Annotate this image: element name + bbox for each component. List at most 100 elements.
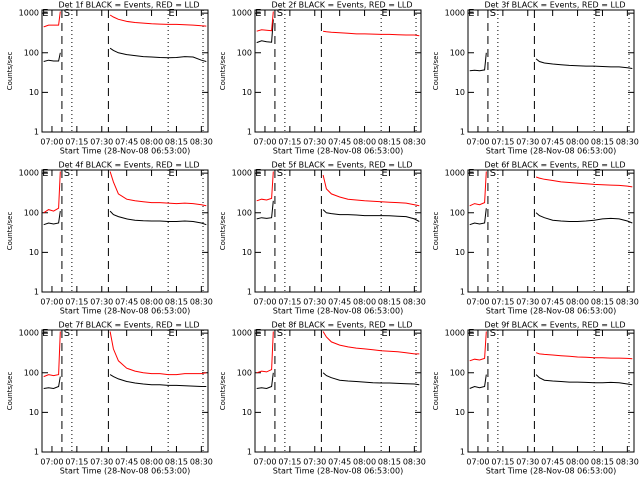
x-tick-label: 08:15 (378, 458, 401, 467)
x-tick-label: 07:30 (90, 138, 113, 147)
y-tick-label: 1 (247, 128, 252, 137)
x-tick-label: 07:45 (115, 458, 138, 467)
y-axis-label: Counts/sec (432, 212, 440, 251)
x-tick-label: 07:15 (278, 138, 301, 147)
data-line (256, 11, 420, 37)
panel: Det 6f BLACK = Events, RED = LLD Start Ti… (432, 161, 639, 316)
event-marker: S (64, 8, 70, 19)
x-axis-label: Start Time (28-Nov-08 06:53:00) (486, 467, 616, 476)
event-marker: E (168, 328, 174, 339)
x-tick-label: 07:45 (328, 458, 351, 467)
x-axis-label: Start Time (28-Nov-08 06:53:00) (60, 307, 190, 316)
chart-title: Det 7f BLACK = Events, RED = LLD (58, 321, 199, 330)
y-tick-label: 100 (450, 48, 465, 57)
x-tick-label: 08:00 (140, 458, 163, 467)
y-axis-label: Counts/sec (219, 372, 227, 411)
x-tick-label: 07:45 (541, 138, 564, 147)
x-tick-label: 07:30 (303, 298, 326, 307)
plot-lines (469, 171, 633, 226)
plot-lines (43, 11, 207, 62)
plot-frame (254, 169, 422, 293)
y-tick-label: 1000 (445, 9, 465, 18)
y-axis-label: Counts/sec (6, 52, 14, 91)
event-marker: S (64, 168, 70, 179)
y-tick-label: 100 (237, 48, 252, 57)
panel: Det 9f BLACK = Events, RED = LLD Start Ti… (432, 321, 639, 476)
event-marker: E (381, 8, 387, 19)
event-marker: E (168, 168, 174, 179)
event-marker: E (468, 8, 474, 19)
panel: Det 3f BLACK = Events, RED = LLD Start Ti… (432, 1, 639, 156)
x-tick-label: 08:15 (378, 138, 401, 147)
y-tick-label: 1 (460, 448, 465, 457)
x-tick-label: 07:30 (516, 138, 539, 147)
event-marker: S (490, 168, 496, 179)
x-tick-label: 07:45 (115, 298, 138, 307)
data-line (256, 19, 274, 44)
x-tick-label: 07:00 (253, 138, 276, 147)
panel: Det 8f BLACK = Events, RED = LLD Start Ti… (219, 321, 426, 476)
event-marker: E (42, 328, 48, 339)
y-axis-label: Counts/sec (6, 212, 14, 251)
y-axis-label: Counts/sec (432, 372, 440, 411)
event-marker: E (381, 328, 387, 339)
data-line (469, 374, 633, 389)
event-marker: E (168, 8, 174, 19)
panel: Det 7f BLACK = Events, RED = LLD Start Ti… (6, 321, 213, 476)
panel: Det 4f BLACK = Events, RED = LLD Start Ti… (6, 161, 213, 316)
y-tick-label: 10 (242, 408, 252, 417)
panel: Det 1f BLACK = Events, RED = LLD Start Ti… (6, 1, 213, 156)
chart-title: Det 3f BLACK = Events, RED = LLD (484, 1, 625, 10)
event-marker: S (277, 8, 283, 19)
y-tick-label: 1000 (19, 329, 39, 338)
y-tick-label: 1000 (232, 169, 252, 178)
y-tick-label: 1 (460, 288, 465, 297)
y-tick-label: 10 (455, 88, 465, 97)
plot-frame (467, 169, 635, 293)
y-tick-label: 1000 (232, 9, 252, 18)
x-tick-label: 07:45 (541, 458, 564, 467)
x-tick-label: 08:15 (591, 298, 614, 307)
x-tick-label: 07:00 (40, 138, 63, 147)
y-axis-label: Counts/sec (219, 52, 227, 91)
y-tick-label: 100 (237, 208, 252, 217)
x-tick-label: 08:30 (616, 458, 639, 467)
x-tick-label: 08:00 (353, 458, 376, 467)
y-tick-label: 100 (450, 208, 465, 217)
y-tick-label: 1 (34, 128, 39, 137)
data-line (256, 171, 420, 207)
event-marker: E (468, 168, 474, 179)
x-tick-label: 07:30 (90, 298, 113, 307)
x-tick-label: 07:15 (65, 138, 88, 147)
data-line (469, 208, 633, 226)
data-line (43, 171, 207, 214)
data-line (469, 171, 633, 207)
x-axis-label: Start Time (28-Nov-08 06:53:00) (486, 307, 616, 316)
x-tick-label: 07:15 (278, 458, 301, 467)
y-tick-label: 1 (247, 288, 252, 297)
x-tick-label: 07:00 (466, 138, 489, 147)
x-tick-label: 08:00 (566, 138, 589, 147)
x-tick-label: 07:30 (303, 458, 326, 467)
y-tick-label: 10 (455, 408, 465, 417)
event-marker: E (381, 168, 387, 179)
x-tick-label: 08:00 (353, 138, 376, 147)
y-tick-label: 1000 (19, 9, 39, 18)
x-tick-label: 07:15 (491, 458, 514, 467)
panel: Det 5f BLACK = Events, RED = LLD Start Ti… (219, 161, 426, 316)
event-marker: E (42, 8, 48, 19)
x-tick-label: 08:30 (403, 138, 426, 147)
plot-lines (256, 171, 420, 222)
x-tick-label: 07:45 (328, 138, 351, 147)
x-axis-label: Start Time (28-Nov-08 06:53:00) (60, 467, 190, 476)
x-tick-label: 07:00 (253, 298, 276, 307)
y-tick-label: 1000 (19, 169, 39, 178)
x-tick-label: 07:30 (90, 458, 113, 467)
x-tick-label: 08:30 (616, 138, 639, 147)
y-tick-label: 100 (450, 368, 465, 377)
plot-frame (41, 169, 209, 293)
data-line (256, 372, 420, 390)
y-tick-label: 10 (29, 248, 39, 257)
